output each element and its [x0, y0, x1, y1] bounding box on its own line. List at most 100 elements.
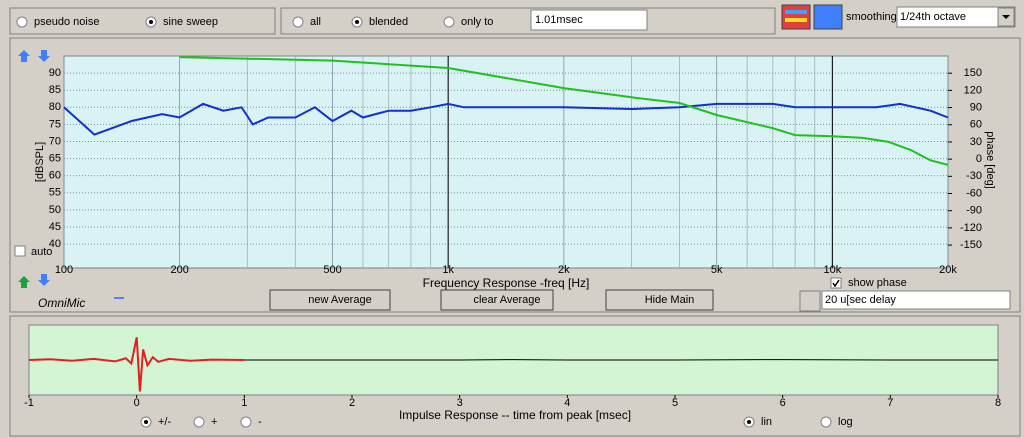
- y-tick-label: 55: [49, 187, 61, 199]
- x-tick-label: 20k: [939, 264, 957, 276]
- waterfall-button[interactable]: [813, 4, 843, 30]
- button[interactable]: [269, 289, 391, 311]
- x-tick-label: 5k: [711, 264, 723, 276]
- y-tick-label: 90: [49, 67, 61, 79]
- y2-tick-label: 90: [970, 101, 982, 113]
- radio-button[interactable]: [443, 16, 455, 28]
- button-label: new Average: [308, 294, 371, 306]
- checkbox-label: show phase: [848, 277, 907, 289]
- radio-button[interactable]: [16, 16, 28, 28]
- group-box: [9, 7, 276, 35]
- y-tick-label: 40: [49, 238, 61, 250]
- radio-label: only to: [461, 16, 493, 28]
- impulse-panel: [9, 315, 1021, 437]
- checkbox-label: auto: [31, 246, 52, 258]
- y-tick-label: 50: [49, 204, 61, 216]
- series-line: [179, 56, 949, 166]
- y2-tick-label: -120: [960, 222, 982, 234]
- y2-tick-label: -150: [960, 239, 982, 251]
- icon: [785, 18, 807, 22]
- scale-up-button[interactable]: [18, 50, 30, 62]
- button-label: Hide Main: [645, 294, 695, 306]
- y-tick-label: 80: [49, 101, 61, 113]
- dropdown[interactable]: [896, 6, 1016, 28]
- y2-tick-label: 0: [976, 153, 982, 165]
- y2-axis-title: phase [deg]: [984, 131, 996, 189]
- text-field[interactable]: [530, 9, 648, 31]
- checkbox[interactable]: [830, 277, 842, 289]
- radio-label: all: [310, 16, 321, 28]
- radio-label: blended: [369, 16, 408, 28]
- shift-up-button[interactable]: [18, 276, 30, 288]
- scale-down-button[interactable]: [38, 50, 50, 62]
- x-tick-label: 5: [672, 397, 678, 409]
- button-label: clear Average: [473, 294, 540, 306]
- y2-tick-label: -60: [966, 187, 982, 199]
- radio-dot: [144, 420, 148, 424]
- main-panel: [9, 37, 1021, 313]
- x-tick-label: 2: [349, 397, 355, 409]
- x-tick-label: 2k: [558, 264, 570, 276]
- x-tick-label: 0: [134, 397, 140, 409]
- radio-label: log: [838, 416, 853, 428]
- check-mark: [832, 279, 840, 288]
- y-tick-label: 45: [49, 221, 61, 233]
- icon: [785, 10, 807, 14]
- x-axis-title: Frequency Response -freq [Hz]: [423, 276, 590, 290]
- window-value: 1.01msec: [535, 14, 583, 26]
- dropdown-value: 1/24th octave: [900, 11, 966, 23]
- radio-button[interactable]: [292, 16, 304, 28]
- y2-tick-label: 30: [970, 136, 982, 148]
- radio-button[interactable]: [820, 416, 832, 428]
- y-tick-label: 75: [49, 118, 61, 130]
- y-tick-label: 85: [49, 84, 61, 96]
- radio-button[interactable]: [193, 416, 205, 428]
- brand-label: OmniMic: [38, 296, 85, 310]
- x-tick-label: 3: [457, 397, 463, 409]
- radio-label: sine sweep: [163, 16, 218, 28]
- text-field[interactable]: [821, 290, 1011, 310]
- y-tick-label: 65: [49, 152, 61, 164]
- x-tick-label: 1: [241, 397, 247, 409]
- radio-label: -: [258, 416, 262, 428]
- x-tick-label: 100: [55, 264, 73, 276]
- delay-value: 20 u[sec delay: [825, 294, 896, 306]
- shift-down-button[interactable]: [38, 274, 50, 286]
- radio-dot: [747, 420, 751, 424]
- checkbox[interactable]: [14, 245, 26, 257]
- x-tick-label: 1k: [442, 264, 454, 276]
- radio-label: lin: [761, 416, 772, 428]
- series-line: [28, 337, 245, 392]
- y2-tick-label: -90: [966, 205, 982, 217]
- y-axis-title: [dBSPL]: [34, 142, 46, 182]
- y-tick-label: 70: [49, 135, 61, 147]
- dropdown-arrow: [1002, 15, 1010, 19]
- y-tick-label: 60: [49, 170, 61, 182]
- radio-label: +/-: [158, 416, 171, 428]
- x-tick-label: 4: [564, 397, 570, 409]
- button: [440, 289, 554, 311]
- series-line: [63, 102, 949, 136]
- spin-button[interactable]: [799, 290, 821, 312]
- x-tick-label: 10k: [823, 264, 841, 276]
- group-box: [280, 7, 776, 35]
- x-tick-label: 7: [887, 397, 893, 409]
- radio-label: +: [211, 416, 217, 428]
- plot-area: [63, 55, 949, 269]
- spectrogram-button[interactable]: [781, 4, 811, 30]
- x-tick-label: 500: [323, 264, 341, 276]
- button[interactable]: [605, 289, 714, 311]
- radio-button[interactable]: [240, 416, 252, 428]
- y2-tick-label: 120: [964, 84, 982, 96]
- x-axis-title: Impulse Response -- time from peak [msec…: [399, 408, 631, 422]
- y2-tick-label: 60: [970, 119, 982, 131]
- radio-dot: [355, 20, 359, 24]
- radio-dot: [149, 20, 153, 24]
- y2-tick-label: 150: [964, 67, 982, 79]
- smoothing-label: smoothing: [846, 11, 897, 23]
- radio-label: pseudo noise: [34, 16, 99, 28]
- x-tick-label: 8: [995, 397, 1001, 409]
- x-tick-label: 6: [780, 397, 786, 409]
- x-tick-label: 200: [170, 264, 188, 276]
